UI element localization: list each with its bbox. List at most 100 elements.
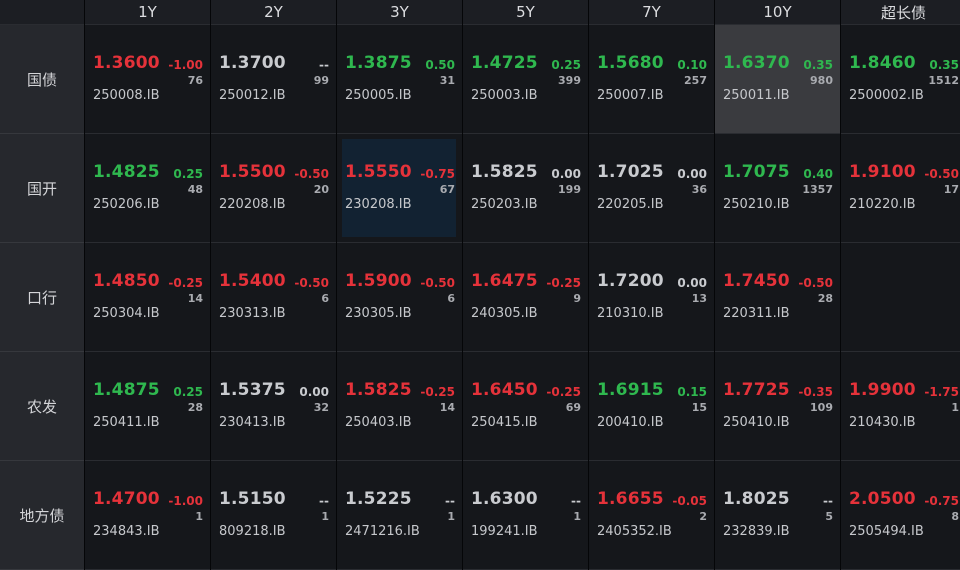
column-header-tenor: 10Y [715,0,840,25]
quote-cell[interactable]: 1.5400 -0.50 6 230313.IB [211,243,336,352]
column-header-tenor: 1Y [85,0,210,25]
yield-price: 1.7025 [597,162,664,182]
trade-volume: 28 [817,292,833,305]
quote-cell[interactable]: 2.0500 -0.75 8 2505494.IB [841,461,960,570]
yield-change-bp: 0.25 [551,58,581,72]
quote-cell[interactable]: 1.5500 -0.50 20 220208.IB [211,134,336,243]
bond-code: 250005.IB [345,88,412,103]
bond-code: 250411.IB [93,415,160,430]
quote-cell[interactable]: 1.4875 0.25 28 250411.IB [85,352,210,461]
yield-price: 1.5500 [219,162,286,182]
yield-price: 1.6370 [723,53,790,73]
quote-cell[interactable]: 1.6370 0.35 980 250011.IB [715,25,840,134]
yield-change-bp: -- [319,58,329,72]
trade-volume: 9 [573,292,581,305]
quote-cell[interactable]: 1.7450 -0.50 28 220311.IB [715,243,840,352]
trade-volume: 1 [951,401,959,414]
yield-price: 1.6475 [471,271,538,291]
quote-cell[interactable]: 1.5825 -0.25 14 250403.IB [337,352,462,461]
yield-price: 1.5150 [219,489,286,509]
bond-code: 230413.IB [219,415,286,430]
trade-volume: 28 [187,401,203,414]
quote-cell[interactable]: 1.4725 0.25 399 250003.IB [463,25,588,134]
bond-code: 250304.IB [93,306,160,321]
bond-code: 250008.IB [93,88,160,103]
yield-change-bp: -- [571,494,581,508]
bond-code: 210220.IB [849,197,916,212]
trade-volume: 15 [691,401,707,414]
yield-price: 1.7450 [723,271,790,291]
bond-code: 250410.IB [723,415,790,430]
yield-price: 1.5375 [219,380,286,400]
trade-volume: 199 [558,183,581,196]
bond-code: 220311.IB [723,306,790,321]
yield-price: 1.3600 [93,53,160,73]
quote-cell[interactable]: 1.7075 0.40 1357 250210.IB [715,134,840,243]
yield-change-bp: -0.25 [420,385,455,399]
quote-cell[interactable]: 1.5375 0.00 32 230413.IB [211,352,336,461]
quote-cell[interactable]: 1.3700 -- 99 250012.IB [211,25,336,134]
quote-cell[interactable]: 1.5150 -- 1 809218.IB [211,461,336,570]
quote-cell[interactable]: 1.5680 0.10 257 250007.IB [589,25,714,134]
bond-code: 250403.IB [345,415,412,430]
trade-volume: 1512 [928,74,959,87]
quote-cell[interactable]: 1.5900 -0.50 6 230305.IB [337,243,462,352]
quote-cell[interactable]: 1.5225 -- 1 2471216.IB [337,461,462,570]
yield-change-bp: 0.00 [677,276,707,290]
yield-change-bp: 0.50 [425,58,455,72]
quote-cell[interactable]: 1.6915 0.15 15 200410.IB [589,352,714,461]
bond-code: 240305.IB [471,306,538,321]
yield-price: 1.4850 [93,271,160,291]
yield-change-bp: -0.25 [168,276,203,290]
yield-change-bp: 0.10 [677,58,707,72]
quote-cell[interactable]: 1.7200 0.00 13 210310.IB [589,243,714,352]
quote-cell[interactable]: 1.5550 -0.75 67 230208.IB [337,134,462,243]
bond-code: 250003.IB [471,88,538,103]
bond-code: 230305.IB [345,306,412,321]
quote-cell[interactable]: 1.3875 0.50 31 250005.IB [337,25,462,134]
bond-code: 2405352.IB [597,524,672,539]
yield-price: 1.7200 [597,271,664,291]
quote-cell[interactable]: 1.6475 -0.25 9 240305.IB [463,243,588,352]
yield-change-bp: -0.75 [420,167,455,181]
yield-price: 1.7725 [723,380,790,400]
yield-price: 1.6450 [471,380,538,400]
yield-price: 1.9900 [849,380,916,400]
yield-change-bp: 0.40 [803,167,833,181]
quote-cell[interactable]: 1.3600 -1.00 76 250008.IB [85,25,210,134]
quote-cell[interactable]: 1.7725 -0.35 109 250410.IB [715,352,840,461]
quote-cell[interactable]: 1.6655 -0.05 2 2405352.IB [589,461,714,570]
yield-change-bp: -0.05 [672,494,707,508]
trade-volume: 8 [951,510,959,523]
yield-price: 1.5680 [597,53,664,73]
quote-cell[interactable]: 1.4850 -0.25 14 250304.IB [85,243,210,352]
row-label-issuer: 农发 [0,352,84,461]
column-header-tenor: 超长债 [841,0,960,25]
quote-cell[interactable]: 1.8025 -- 5 232839.IB [715,461,840,570]
quote-cell[interactable]: 1.9900 -1.75 1 210430.IB [841,352,960,461]
quote-cell[interactable]: 1.8460 0.35 1512 2500002.IB [841,25,960,134]
yield-change-bp: -0.25 [546,385,581,399]
trade-volume: 48 [187,183,203,196]
yield-price: 1.4875 [93,380,160,400]
yield-price: 1.5825 [471,162,538,182]
yield-price: 1.7075 [723,162,790,182]
quote-cell[interactable]: 1.5825 0.00 199 250203.IB [463,134,588,243]
quote-cell[interactable]: 1.4700 -1.00 1 234843.IB [85,461,210,570]
bond-code: 220208.IB [219,197,286,212]
yield-change-bp: 0.25 [173,385,203,399]
yield-change-bp: -0.50 [798,276,833,290]
quote-cell[interactable]: 1.6300 -- 1 199241.IB [463,461,588,570]
trade-volume: 32 [313,401,329,414]
yield-price: 1.5225 [345,489,412,509]
bond-code: 250206.IB [93,197,160,212]
quote-cell[interactable]: 1.4825 0.25 48 250206.IB [85,134,210,243]
quote-cell[interactable]: 1.9100 -0.50 17 210220.IB [841,134,960,243]
bond-code: 234843.IB [93,524,160,539]
quote-cell[interactable]: 1.6450 -0.25 69 250415.IB [463,352,588,461]
row-label-issuer: 国债 [0,25,84,134]
quote-cell[interactable]: 1.7025 0.00 36 220205.IB [589,134,714,243]
yield-change-bp: -0.50 [294,276,329,290]
yield-change-bp: -0.75 [924,494,959,508]
